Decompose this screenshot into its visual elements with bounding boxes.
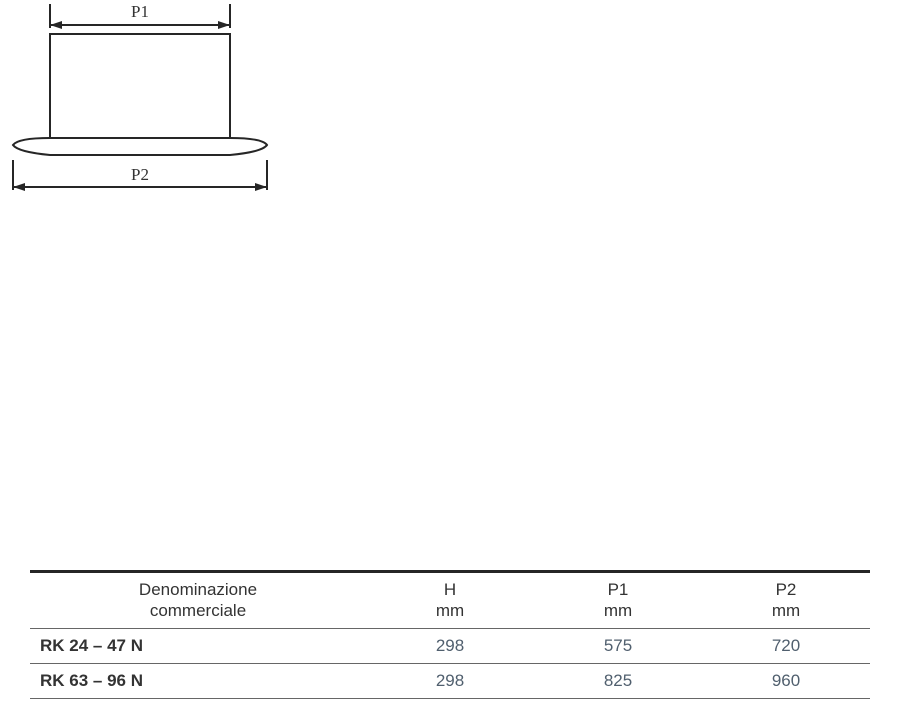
row-h: 298	[366, 628, 534, 663]
row-name: RK 63 – 96 N	[30, 663, 366, 698]
row-p2: 960	[702, 663, 870, 698]
header-p2: P2 mm	[702, 572, 870, 629]
header-p1: P1 mm	[534, 572, 702, 629]
header-h: H mm	[366, 572, 534, 629]
p1-dimension: P1	[50, 2, 230, 29]
p2-dimension: P2	[13, 160, 267, 191]
row-p1: 825	[534, 663, 702, 698]
row-p1: 575	[534, 628, 702, 663]
p2-label: P2	[131, 165, 149, 184]
row-name: RK 24 – 47 N	[30, 628, 366, 663]
table-row: RK 24 – 47 N 298 575 720	[30, 628, 870, 663]
body-top	[50, 34, 230, 138]
body-base	[13, 138, 267, 155]
diagram-svg: P1 P2	[10, 0, 270, 200]
table-header-row: Denominazione commerciale H mm P1 mm P2 …	[30, 572, 870, 629]
dimensions-diagram: P1 P2	[10, 0, 270, 205]
row-p2: 720	[702, 628, 870, 663]
header-name: Denominazione commerciale	[30, 572, 366, 629]
dimensions-table: Denominazione commerciale H mm P1 mm P2 …	[30, 570, 870, 699]
table-row: RK 63 – 96 N 298 825 960	[30, 663, 870, 698]
p1-label: P1	[131, 2, 149, 21]
row-h: 298	[366, 663, 534, 698]
